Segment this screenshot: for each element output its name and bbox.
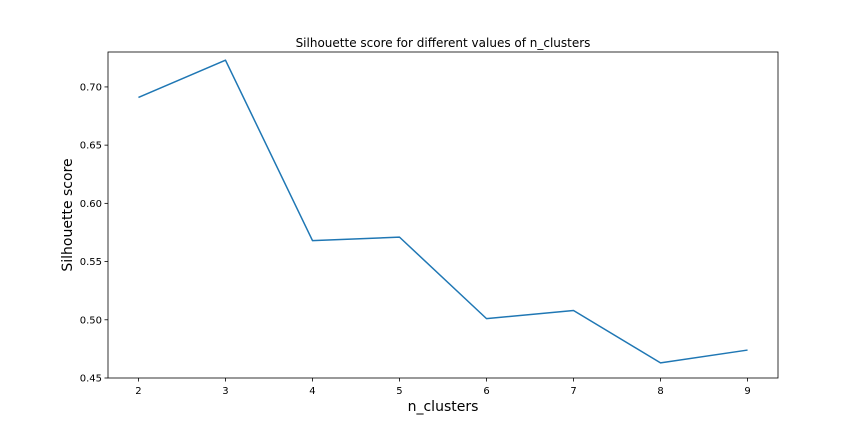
- y-axis-ticks: 0.45 0.50 0.55 0.60 0.65 0.70: [80, 82, 108, 385]
- y-tick-label: 0.50: [80, 315, 102, 326]
- series-line: [138, 59, 748, 364]
- x-tick-label: 7: [570, 386, 576, 397]
- x-tick-label: 8: [657, 386, 663, 397]
- x-tick-label: 5: [396, 386, 402, 397]
- y-tick-label: 0.70: [80, 82, 102, 93]
- x-axis-title: n_clusters: [408, 399, 479, 415]
- y-tick-label: 0.55: [80, 257, 102, 268]
- y-tick-label: 0.65: [80, 141, 102, 152]
- x-tick-label: 6: [483, 386, 489, 397]
- y-axis-title: Silhouette score: [60, 158, 76, 271]
- x-tick-label: 9: [744, 386, 750, 397]
- chart-title: Silhouette score for different values of…: [296, 36, 591, 50]
- x-tick-label: 4: [309, 386, 315, 397]
- y-tick-label: 0.45: [80, 374, 102, 385]
- x-axis-ticks: 2 3 4 5 6 7 8 9: [135, 378, 751, 397]
- plot-area: [107, 51, 779, 379]
- y-tick-label: 0.60: [80, 199, 102, 210]
- x-tick-label: 3: [222, 386, 228, 397]
- x-tick-label: 2: [135, 386, 141, 397]
